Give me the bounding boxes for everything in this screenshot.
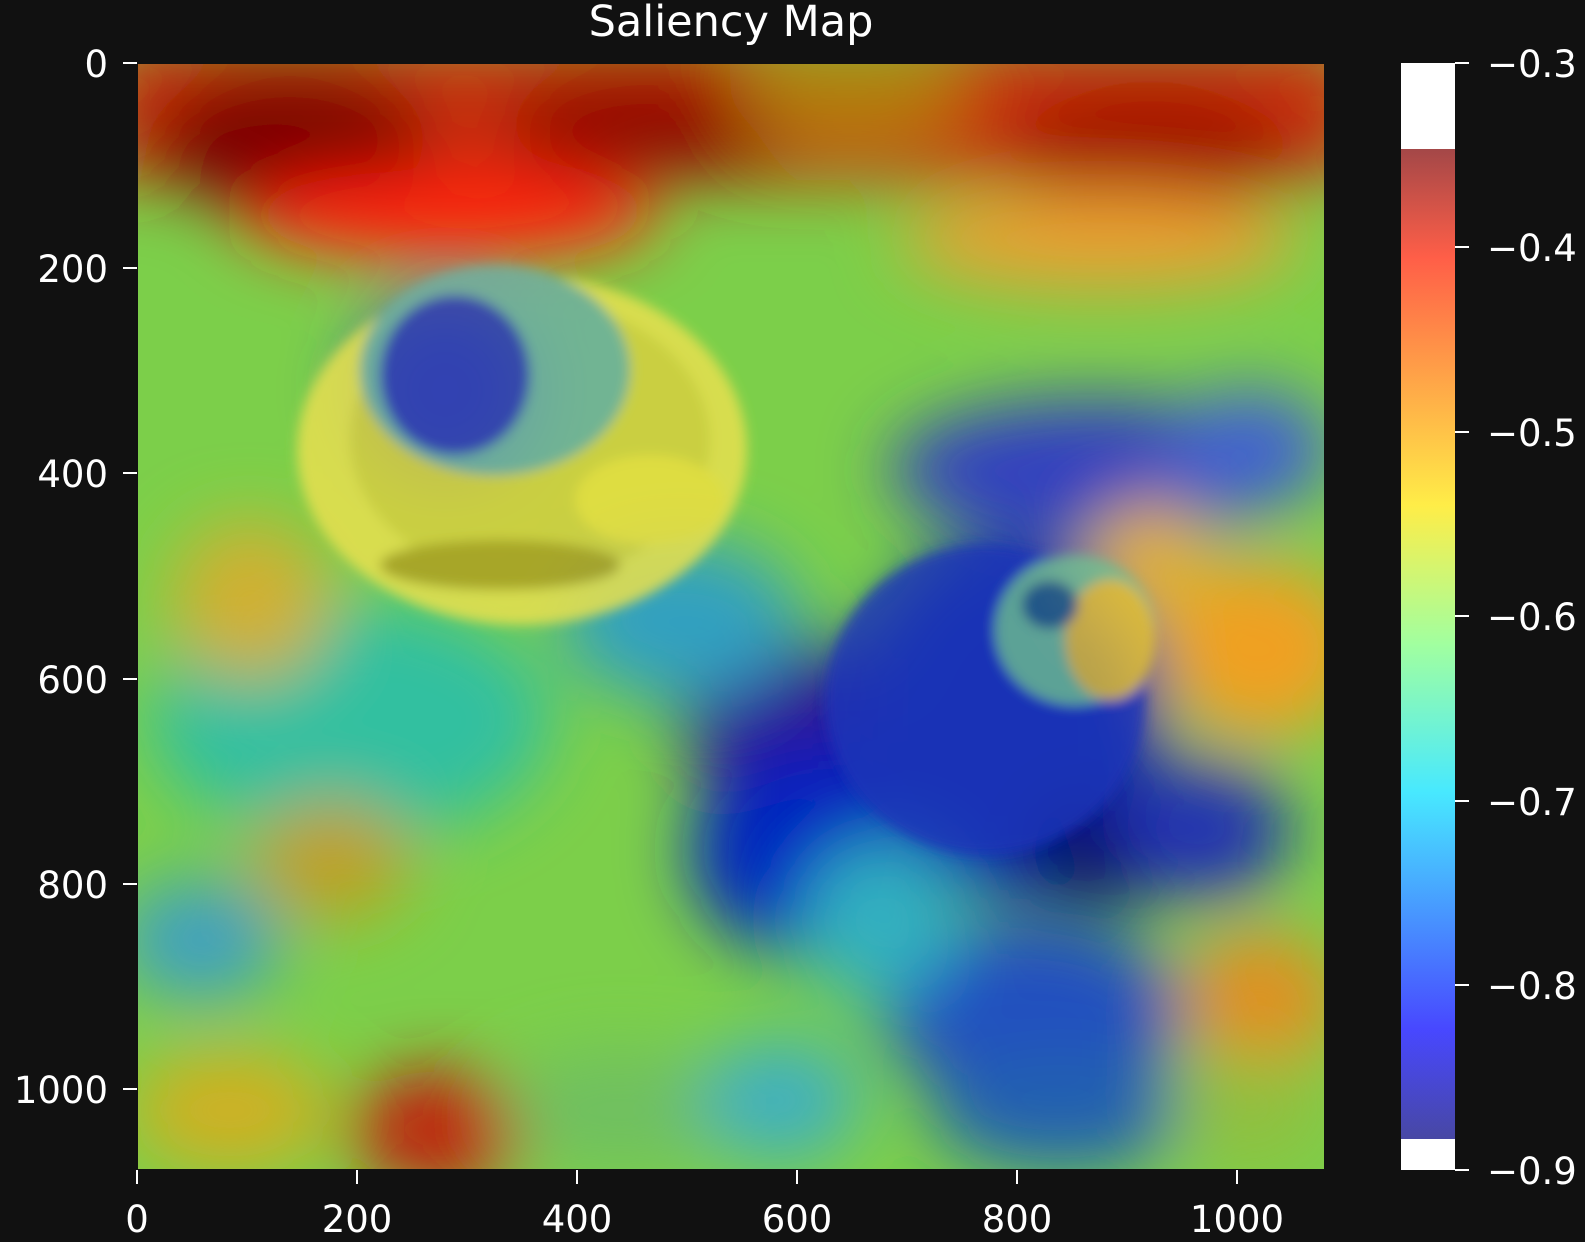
x-tick: 200 [322,1170,393,1241]
x-tick: 600 [762,1170,833,1241]
y-tick: 1000 [14,1069,137,1112]
colorbar-tick: −0.7 [1455,781,1577,824]
y-tick: 0 [84,43,137,86]
colorbar-tick-label: −0.6 [1487,596,1577,639]
x-axis: 0 200 400 600 800 1000 [125,1170,1284,1241]
colorbar-tick-label: −0.3 [1487,43,1577,86]
x-tick: 400 [542,1170,613,1241]
y-tick: 400 [37,453,137,496]
x-tick: 1000 [1190,1170,1284,1241]
y-tick-label: 400 [37,453,108,496]
y-tick-label: 0 [84,43,108,86]
colorbar-tick-label: −0.7 [1487,781,1577,824]
x-tick-label: 400 [542,1198,613,1241]
y-tick-label: 200 [37,248,108,291]
colorbar-tick: −0.5 [1455,412,1577,455]
plot-frame [136,62,1326,1171]
colorbar-ticks: −0.3 −0.4 −0.5 −0.6 −0.7 −0.8 [1455,43,1577,1193]
colorbar-tick-label: −0.9 [1487,1150,1577,1193]
x-tick-label: 1000 [1190,1198,1284,1241]
colorbar-tick-label: −0.4 [1487,227,1577,270]
y-tick: 800 [37,864,137,907]
y-tick: 200 [37,248,137,291]
colorbar-tick: −0.4 [1455,227,1577,270]
colorbar-tick: −0.3 [1455,43,1577,86]
y-tick-label: 800 [37,864,108,907]
x-tick-label: 600 [762,1198,833,1241]
x-tick: 800 [982,1170,1053,1241]
colorbar-tick-label: −0.5 [1487,412,1577,455]
x-tick-label: 200 [322,1198,393,1241]
colorbar-tick-label: −0.8 [1487,965,1577,1008]
x-tick: 0 [125,1170,149,1241]
colorbar: −0.3 −0.4 −0.5 −0.6 −0.7 −0.8 [1401,43,1577,1193]
colorbar-gradient [1401,149,1455,1139]
saliency-heatmap-image [137,63,1325,1170]
colorbar-tick: −0.8 [1455,965,1577,1008]
colorbar-tick: −0.9 [1455,1150,1577,1193]
y-axis: 0 200 400 600 800 1000 [14,43,137,1112]
x-tick-label: 800 [982,1198,1053,1241]
x-tick-label: 0 [125,1198,149,1241]
y-tick-label: 600 [37,659,108,702]
y-tick: 600 [37,659,137,702]
chart-title: Saliency Map [589,0,874,47]
y-tick-label: 1000 [14,1069,108,1112]
colorbar-tick: −0.6 [1455,596,1577,639]
